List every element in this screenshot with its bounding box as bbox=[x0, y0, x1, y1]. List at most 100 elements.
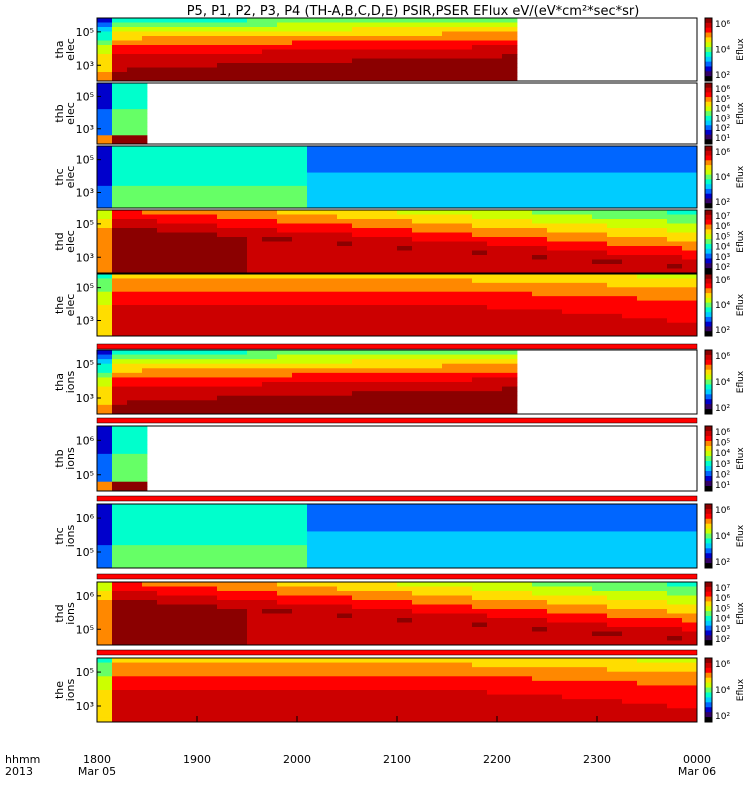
heatmap-cell bbox=[547, 305, 563, 310]
heatmap-cell bbox=[322, 159, 338, 165]
heatmap-cell bbox=[97, 458, 113, 464]
heatmap-cell bbox=[382, 377, 398, 383]
heatmap-cell bbox=[502, 199, 518, 204]
colorbar-swatch bbox=[705, 283, 712, 289]
heatmap-cell bbox=[232, 409, 248, 415]
heatmap-cell bbox=[277, 159, 293, 165]
heatmap-cell bbox=[637, 540, 653, 546]
heatmap-cell bbox=[682, 237, 698, 242]
heatmap-cell bbox=[367, 291, 383, 297]
heatmap-cell bbox=[652, 268, 668, 274]
heatmap-cell bbox=[532, 563, 548, 569]
heatmap-cell bbox=[412, 350, 428, 355]
heatmap-cell bbox=[637, 662, 653, 668]
heatmap-cell bbox=[97, 377, 113, 383]
heatmap-cell bbox=[187, 36, 203, 41]
heatmap-cell bbox=[142, 83, 148, 88]
heatmap-cell bbox=[637, 712, 653, 718]
heatmap-cell bbox=[367, 264, 383, 269]
heatmap-cell bbox=[277, 582, 293, 587]
heatmap-cell bbox=[622, 168, 638, 173]
heatmap-cell bbox=[622, 203, 638, 209]
heatmap-cell bbox=[112, 49, 128, 55]
heatmap-cell bbox=[637, 717, 653, 723]
heatmap-cell bbox=[637, 163, 653, 169]
heatmap-cell bbox=[487, 658, 503, 663]
heatmap-cell bbox=[232, 363, 248, 369]
heatmap-cell bbox=[97, 237, 113, 242]
heatmap-cell bbox=[457, 563, 473, 569]
heatmap-cell bbox=[337, 618, 353, 623]
heatmap-cell bbox=[412, 404, 428, 410]
heatmap-cell bbox=[322, 391, 338, 397]
heatmap-cell bbox=[97, 671, 113, 677]
heatmap-cell bbox=[322, 250, 338, 256]
heatmap-cell bbox=[97, 159, 113, 165]
heatmap-cell bbox=[232, 241, 248, 247]
heatmap-cell bbox=[487, 508, 503, 514]
heatmap-cell bbox=[127, 313, 143, 319]
heatmap-cell bbox=[382, 274, 398, 279]
heatmap-cell bbox=[517, 318, 533, 324]
colorbar-swatch bbox=[705, 441, 712, 447]
heatmap-cell bbox=[442, 45, 458, 50]
heatmap-cell bbox=[472, 45, 488, 50]
heatmap-cell bbox=[532, 181, 548, 187]
heatmap-cell bbox=[397, 168, 413, 173]
heatmap-cell bbox=[352, 377, 368, 383]
heatmap-cell bbox=[202, 712, 218, 718]
heatmap-cell bbox=[622, 300, 638, 306]
colorbar-swatch bbox=[705, 523, 712, 530]
heatmap-cell bbox=[352, 72, 368, 77]
heatmap-cell bbox=[262, 49, 278, 55]
heatmap-cell bbox=[427, 536, 443, 541]
heatmap-cell bbox=[382, 582, 398, 587]
heatmap-cell bbox=[307, 22, 323, 28]
heatmap-cell bbox=[217, 513, 233, 519]
heatmap-cell bbox=[127, 40, 143, 46]
heatmap-cell bbox=[427, 223, 443, 229]
heatmap-cell bbox=[562, 685, 578, 691]
heatmap-cell bbox=[652, 671, 668, 677]
heatmap-cell bbox=[157, 640, 173, 646]
heatmap-cell bbox=[427, 63, 443, 68]
heatmap-cell bbox=[427, 386, 443, 392]
heatmap-cell bbox=[637, 255, 653, 260]
heatmap-cell bbox=[292, 264, 308, 269]
heatmap-cell bbox=[187, 250, 203, 256]
heatmap-cell bbox=[382, 640, 398, 646]
heatmap-cell bbox=[442, 604, 458, 610]
heatmap-cell bbox=[547, 517, 563, 523]
heatmap-cell bbox=[637, 582, 653, 587]
heatmap-cell bbox=[277, 536, 293, 541]
heatmap-cell bbox=[502, 708, 518, 714]
heatmap-cell bbox=[262, 237, 278, 242]
heatmap-cell bbox=[217, 172, 233, 178]
heatmap-cell bbox=[217, 36, 233, 41]
heatmap-cell bbox=[187, 241, 203, 247]
heatmap-cell bbox=[172, 322, 188, 328]
heatmap-cell bbox=[277, 268, 293, 274]
heatmap-cell bbox=[247, 363, 263, 369]
heatmap-cell bbox=[427, 259, 443, 265]
heatmap-cell bbox=[412, 327, 428, 332]
heatmap-cell bbox=[352, 150, 368, 156]
heatmap-cell bbox=[97, 264, 113, 269]
heatmap-cell bbox=[502, 386, 518, 392]
heatmap-cell bbox=[562, 549, 578, 555]
colorbar-tick-label: 10⁶ bbox=[715, 660, 730, 670]
heatmap-cell bbox=[637, 159, 653, 165]
heatmap-cell bbox=[277, 190, 293, 196]
heatmap-cell bbox=[442, 31, 458, 37]
heatmap-cell bbox=[307, 305, 323, 310]
heatmap-cell bbox=[442, 181, 458, 187]
heatmap-cell bbox=[112, 177, 128, 182]
heatmap-cell bbox=[337, 604, 353, 610]
panel-separator bbox=[96, 417, 698, 424]
heatmap-cell bbox=[232, 685, 248, 691]
heatmap-cell bbox=[682, 214, 698, 220]
heatmap-cell bbox=[172, 282, 188, 288]
heatmap-cell bbox=[97, 318, 113, 324]
colorbar-swatch bbox=[705, 27, 712, 33]
heatmap-cell bbox=[232, 22, 248, 28]
